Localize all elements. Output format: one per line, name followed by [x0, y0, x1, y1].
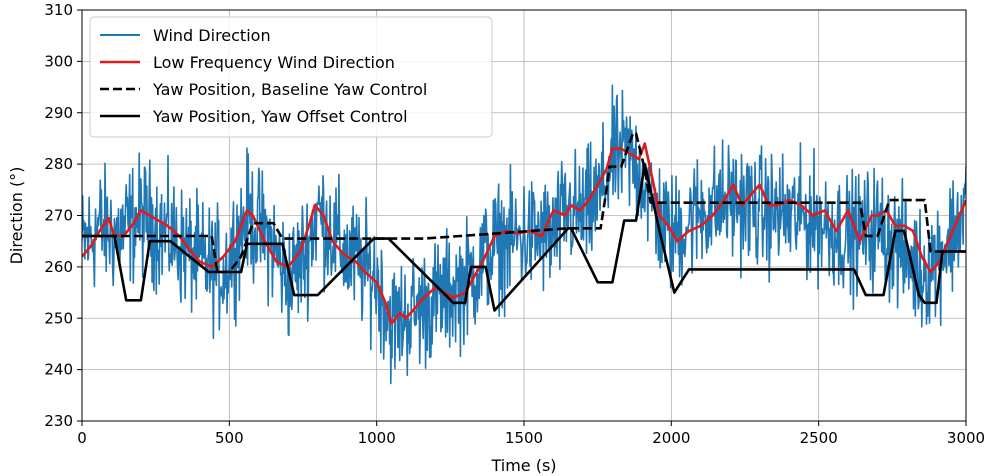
y-tick-label: 230: [44, 412, 73, 430]
x-tick-label: 0: [77, 429, 87, 447]
series-line-3: [82, 132, 966, 274]
legend-label: Wind Direction: [153, 26, 271, 45]
y-tick-label: 240: [44, 361, 73, 379]
legend-box: [89, 16, 493, 138]
axis-ticks: 0 500 1000 1500 2000 2500 3000 230 240 250 260 270 2…: [44, 1, 985, 447]
x-tick-label: 500: [215, 429, 244, 447]
x-axis-label: Time (s): [490, 456, 556, 475]
y-tick-label: 250: [44, 309, 73, 327]
y-tick-label: 270: [44, 207, 73, 225]
y-tick-label: 280: [44, 155, 73, 173]
y-tick-label: 300: [44, 52, 73, 70]
y-tick-label: 260: [44, 258, 73, 276]
y-axis-label: Direction (°): [7, 167, 26, 265]
x-tick-label: 3000: [947, 429, 985, 447]
x-tick-label: 1000: [358, 429, 396, 447]
series-line-4: [82, 162, 966, 312]
y-tick-label: 290: [44, 104, 73, 122]
legend-label: Low Frequency Wind Direction: [153, 53, 395, 72]
y-tick-label: 310: [44, 1, 73, 19]
legend-label: Yaw Position, Yaw Offset Control: [152, 107, 408, 126]
x-tick-label: 2000: [652, 429, 690, 447]
legend-label: Yaw Position, Baseline Yaw Control: [152, 80, 427, 99]
plot-series: [82, 84, 966, 385]
legend: Wind Direction Low Frequency Wind Directi…: [89, 16, 493, 138]
series-line-1: [82, 84, 966, 385]
x-tick-label: 2500: [800, 429, 838, 447]
x-tick-label: 1500: [505, 429, 543, 447]
